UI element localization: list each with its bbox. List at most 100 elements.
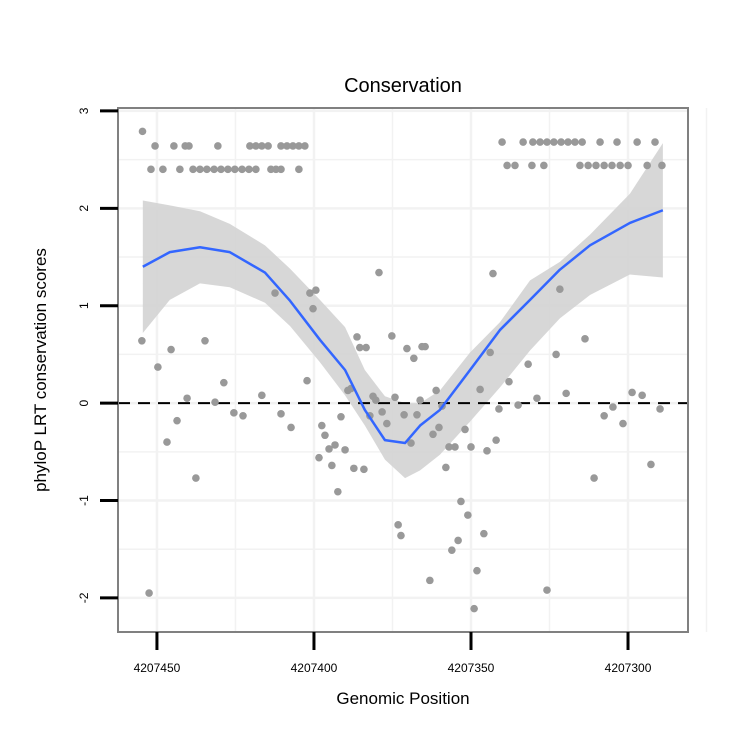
data-point: [239, 411, 247, 420]
y-tick-label: -1: [77, 495, 91, 506]
data-point: [394, 521, 402, 529]
confidence-band: [142, 143, 663, 479]
data-point: [211, 398, 219, 406]
data-point: [375, 268, 383, 277]
data-point: [616, 161, 624, 170]
data-point: [388, 332, 396, 340]
data-point: [470, 604, 478, 613]
data-point: [315, 453, 323, 462]
data-point: [581, 335, 589, 343]
grid: [118, 108, 708, 632]
x-tick-label: 4207350: [448, 661, 495, 675]
data-point: [277, 165, 285, 174]
data-point: [633, 138, 641, 146]
data-point: [328, 461, 336, 470]
data-point: [489, 269, 497, 278]
data-point: [608, 161, 616, 170]
data-point: [426, 576, 434, 585]
data-point: [238, 165, 246, 174]
data-point: [378, 408, 386, 416]
data-point: [252, 165, 260, 174]
data-point: [196, 165, 204, 174]
data-point: [170, 142, 178, 150]
data-point: [154, 363, 162, 371]
data-point: [638, 391, 646, 400]
data-point: [448, 546, 456, 554]
data-point: [524, 360, 532, 368]
data-point: [167, 345, 175, 354]
data-point: [464, 511, 472, 519]
data-point: [312, 286, 320, 294]
data-point: [295, 142, 303, 150]
data-point: [600, 161, 608, 170]
data-point: [505, 377, 513, 386]
data-point: [289, 142, 297, 150]
data-point: [651, 138, 659, 146]
data-point: [331, 441, 339, 449]
data-point: [556, 285, 564, 293]
data-point: [337, 412, 345, 421]
data-point: [258, 391, 266, 400]
data-point: [473, 566, 481, 575]
loess-curve: [142, 209, 664, 445]
data-point: [596, 138, 604, 146]
data-point: [416, 396, 424, 404]
data-point: [306, 289, 314, 297]
y-tick-label: 2: [77, 205, 91, 212]
data-point: [201, 336, 209, 345]
x-tick-label: 4207300: [605, 661, 652, 675]
x-tick-label: 4207450: [134, 661, 181, 675]
data-point: [624, 161, 632, 170]
data-point: [173, 416, 181, 425]
data-point: [403, 344, 411, 353]
y-tick-label: 1: [77, 302, 91, 309]
data-point: [210, 165, 218, 174]
data-point: [503, 161, 511, 170]
data-point: [619, 419, 627, 428]
data-point: [628, 388, 636, 397]
data-point: [138, 127, 147, 136]
data-point: [400, 411, 408, 419]
data-point: [511, 161, 519, 170]
data-point: [214, 142, 222, 150]
data-point: [461, 425, 469, 434]
data-point: [514, 401, 522, 409]
data-point: [321, 431, 329, 440]
y-tick-label: 3: [77, 107, 91, 114]
data-point: [325, 445, 333, 453]
data-point: [529, 138, 537, 146]
data-point: [658, 161, 666, 170]
y-axis-label: phyloP LRT conservation scores: [31, 248, 50, 492]
data-point: [410, 354, 418, 363]
data-point: [176, 165, 184, 174]
data-point: [231, 165, 239, 174]
data-point: [318, 421, 326, 430]
data-point: [277, 142, 285, 150]
confidence-ribbon: [142, 143, 663, 479]
y-tick-label: -2: [77, 592, 91, 603]
data-point: [442, 463, 450, 472]
data-point: [245, 165, 253, 174]
data-point: [151, 142, 159, 150]
chart-title: Conservation: [344, 75, 462, 97]
data-point: [353, 333, 361, 341]
data-point: [295, 165, 303, 174]
data-point: [217, 165, 225, 174]
data-point: [609, 403, 617, 411]
data-point: [264, 142, 272, 150]
data-point: [271, 289, 279, 297]
data-point: [350, 464, 358, 473]
data-point: [483, 447, 491, 455]
data-point: [287, 423, 295, 432]
data-point: [421, 342, 429, 351]
data-point: [533, 394, 541, 403]
data-point: [309, 304, 317, 313]
data-point: [301, 142, 309, 150]
data-point: [230, 409, 238, 417]
data-point: [407, 439, 415, 447]
data-point: [341, 446, 349, 454]
data-point: [258, 142, 266, 150]
data-point: [362, 343, 370, 352]
data-point: [656, 405, 664, 413]
